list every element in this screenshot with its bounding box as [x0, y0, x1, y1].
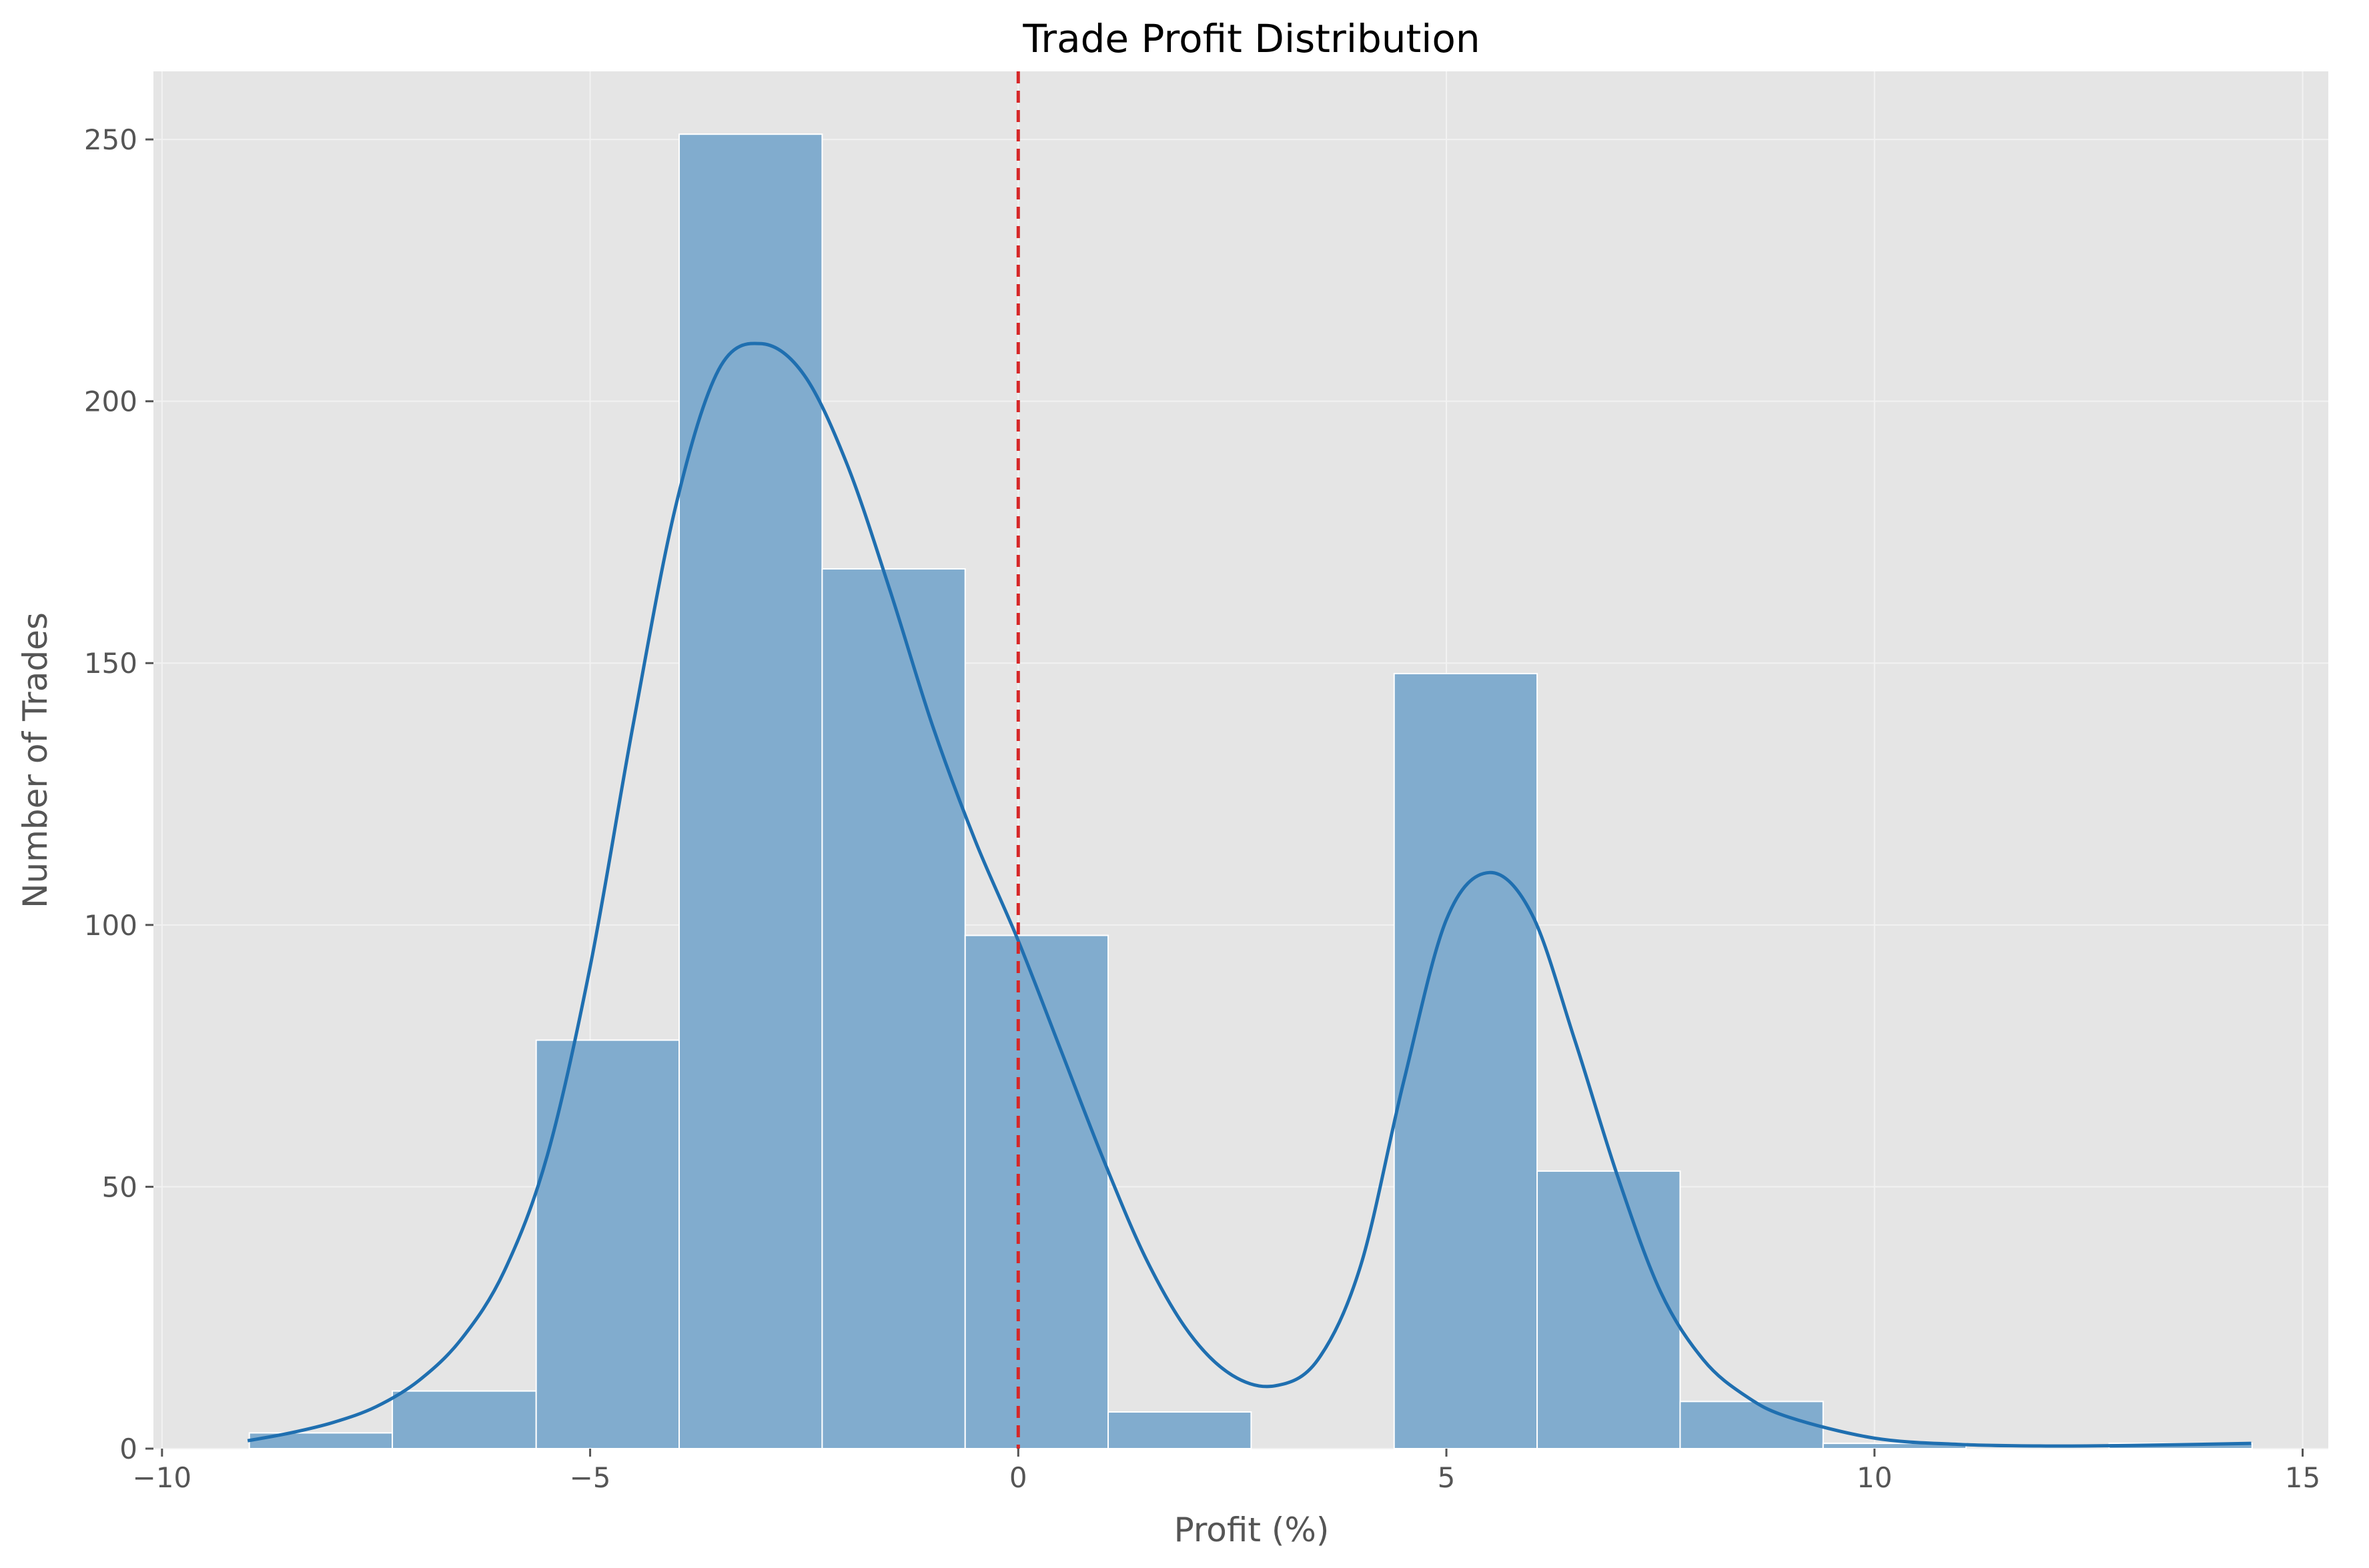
y-tick-label: 150 — [84, 647, 137, 680]
y-tick-label: 200 — [84, 385, 137, 418]
y-tick-label: 250 — [84, 123, 137, 156]
histogram-bar — [678, 133, 823, 1449]
x-tick-label: 5 — [1438, 1461, 1456, 1494]
y-tick-label: 0 — [119, 1433, 137, 1465]
histogram-bar — [392, 1390, 537, 1449]
histogram-bar — [1679, 1401, 1824, 1450]
plot-area — [153, 71, 2328, 1449]
kde-curve — [247, 341, 2252, 1448]
x-tick-label: 10 — [1857, 1461, 1892, 1494]
histogram-bar — [821, 568, 966, 1449]
x-tick-label: −10 — [133, 1461, 192, 1494]
x-tick-label: −5 — [570, 1461, 611, 1494]
x-axis-label: Profit (%) — [1174, 1511, 1330, 1549]
x-tick-label: 0 — [1009, 1461, 1027, 1494]
x-tick-label: 15 — [2285, 1461, 2320, 1494]
y-axis-label: Number of Trades — [16, 612, 55, 908]
y-tick-label: 50 — [102, 1170, 137, 1203]
histogram-bar — [964, 934, 1109, 1449]
histogram-bars — [248, 133, 2253, 1450]
histogram-bar — [1393, 672, 1538, 1449]
chart-title: Trade Profit Distribution — [1022, 16, 1480, 61]
histogram-bar — [1107, 1411, 1252, 1450]
histogram-bar — [535, 1039, 680, 1449]
histogram-bar — [1536, 1170, 1681, 1450]
y-tick-label: 100 — [84, 909, 137, 942]
